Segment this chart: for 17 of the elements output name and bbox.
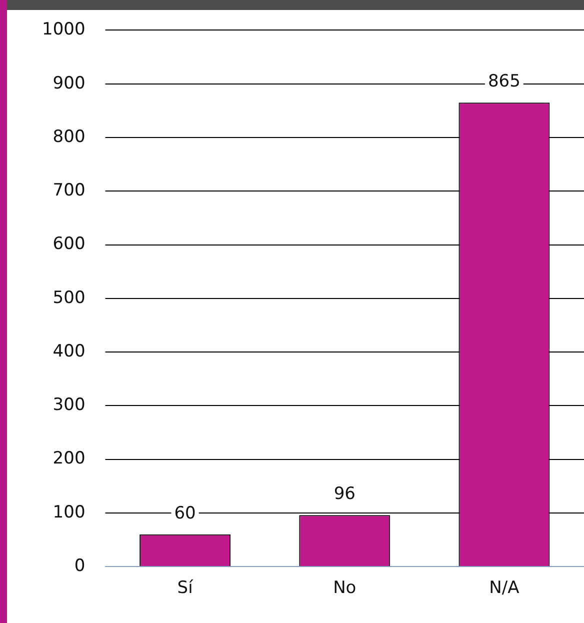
data-label: 60 (174, 503, 196, 524)
y-tick-label: 500 (52, 288, 86, 308)
y-tick-label: 700 (52, 180, 86, 201)
y-tick-label: 600 (52, 234, 86, 254)
x-tick-label: No (333, 578, 356, 598)
data-label: 96 (334, 484, 356, 504)
y-tick-label: 1000 (42, 20, 86, 40)
x-tick-label: Sí (177, 578, 194, 598)
y-tick-label: 300 (52, 395, 86, 416)
y-tick-label: 0 (74, 556, 86, 576)
y-tick-label: 800 (52, 126, 86, 147)
y-tick-label: 400 (52, 341, 86, 362)
y-tick-label: 900 (52, 73, 86, 94)
y-tick-label: 200 (52, 448, 86, 469)
y-tick-label: 100 (52, 502, 86, 522)
data-label: 865 (488, 72, 520, 92)
x-tick-label: N/A (489, 578, 520, 598)
